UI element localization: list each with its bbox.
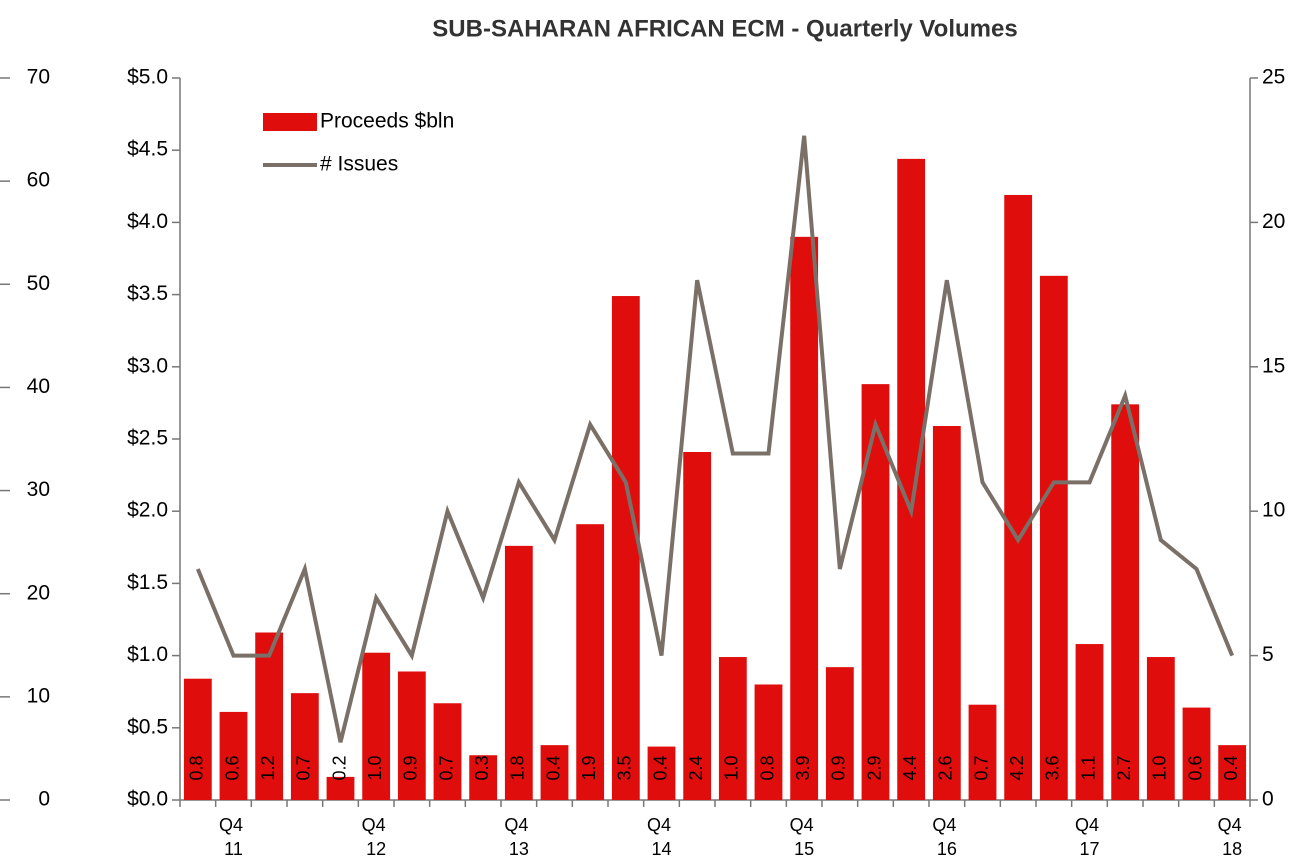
bar [968,704,997,800]
y3-tick-label: 0 [38,788,50,811]
bar [1146,657,1175,800]
bar [611,296,640,800]
bar [754,684,783,800]
bar-label: 0.6 [222,755,242,780]
x-tick-label: Q4 11 [219,815,248,859]
y-tick-label: $0.5 [127,715,168,738]
bar [1218,745,1247,800]
bar [825,667,854,800]
x-tick-label: Q4 13 [504,815,533,859]
bar [540,745,569,800]
x-tick-label: Q4 17 [1075,815,1104,859]
bar-label: 0.8 [757,755,777,780]
bar [1111,404,1140,800]
bar [897,158,926,800]
chart-title: SUB-SAHARAN AFRICAN ECM - Quarterly Volu… [432,15,1017,42]
bar [718,657,747,800]
bar-label: 2.7 [1114,755,1134,780]
legend-label: Proceeds $bln [320,110,454,133]
bar [326,776,355,800]
bar [683,451,712,800]
y-tick-label: $3.0 [127,354,168,377]
y-tick-label: $0.0 [127,788,168,811]
y-tick-label: $1.5 [127,571,168,594]
y2-tick-label: 15 [1262,354,1285,377]
bar-label: 1.1 [1078,755,1098,780]
bar-label: 0.3 [472,755,492,780]
bar-label: 3.6 [1043,755,1063,780]
y3-tick-label: 60 [27,169,50,192]
y-tick-label: $4.5 [127,138,168,161]
bar [362,652,391,800]
y-tick-label: $2.0 [127,499,168,522]
bar [1075,644,1104,800]
y3-tick-label: 20 [27,581,50,604]
bar [576,524,605,800]
y-tick-label: $4.0 [127,210,168,233]
bar-label: 4.4 [900,755,920,780]
bar-label: 0.4 [543,755,563,780]
bar-label: 2.4 [686,755,706,780]
bar-label: 0.7 [971,755,991,780]
bar [469,755,498,800]
bar [1039,275,1068,800]
x-tick-label: Q4 12 [362,815,391,859]
bar-label: 2.6 [936,755,956,780]
bar-label: 0.7 [436,755,456,780]
y2-tick-label: 20 [1262,210,1285,233]
bar [397,671,426,800]
bar-label: 0.4 [1221,755,1241,780]
bar-label: 0.4 [650,755,670,780]
bar [647,746,676,800]
line [195,135,1235,743]
bar-label: 0.2 [329,755,349,780]
y3-tick-label: 30 [27,478,50,501]
bar-label: 1.8 [508,755,528,780]
y2-tick-label: 25 [1262,66,1285,89]
x-tick-label: Q4 14 [647,815,676,859]
bar-label: 1.2 [258,755,278,780]
y3-tick-label: 50 [27,272,50,295]
bar [861,384,890,800]
bar [183,678,212,800]
y-tick-label: $1.0 [127,643,168,666]
x-tick-label: Q4 16 [932,815,961,859]
x-tick-label: Q4 15 [790,815,819,859]
bar-label: 4.2 [1007,755,1027,780]
bar [433,703,462,800]
bar-label: 2.9 [864,755,884,780]
legend-label: # Issues [320,153,398,176]
bar [790,236,819,801]
bar-label: 0.8 [187,755,207,780]
bar-label: 3.9 [793,755,813,780]
bar [932,426,961,800]
x-tick-label: Q4 18 [1218,815,1247,859]
bar [1182,707,1211,800]
bar-label: 0.6 [1185,755,1205,780]
bar [255,632,284,800]
legend-swatch [263,113,317,131]
bar-label: 3.5 [615,755,635,780]
y2-tick-label: 10 [1262,499,1285,522]
bar [504,545,533,800]
bar-label: 1.0 [722,755,742,780]
bar [290,693,319,800]
bar-label: 0.9 [401,755,421,780]
y3-tick-label: 10 [27,684,50,707]
bar-label: 1.9 [579,755,599,780]
y-tick-label: $5.0 [127,66,168,89]
y-tick-label: $2.5 [127,427,168,450]
bar-label: 1.0 [1150,755,1170,780]
y2-tick-label: 5 [1262,643,1274,666]
y-tick-label: $3.5 [127,282,168,305]
y3-tick-label: 70 [27,66,50,89]
bar [219,711,248,800]
bar-label: 1.0 [365,755,385,780]
bar-label: 0.9 [829,755,849,780]
y3-tick-label: 40 [27,375,50,398]
bar-label: 0.7 [294,755,314,780]
bar [1004,194,1033,801]
y2-tick-label: 0 [1262,788,1274,811]
